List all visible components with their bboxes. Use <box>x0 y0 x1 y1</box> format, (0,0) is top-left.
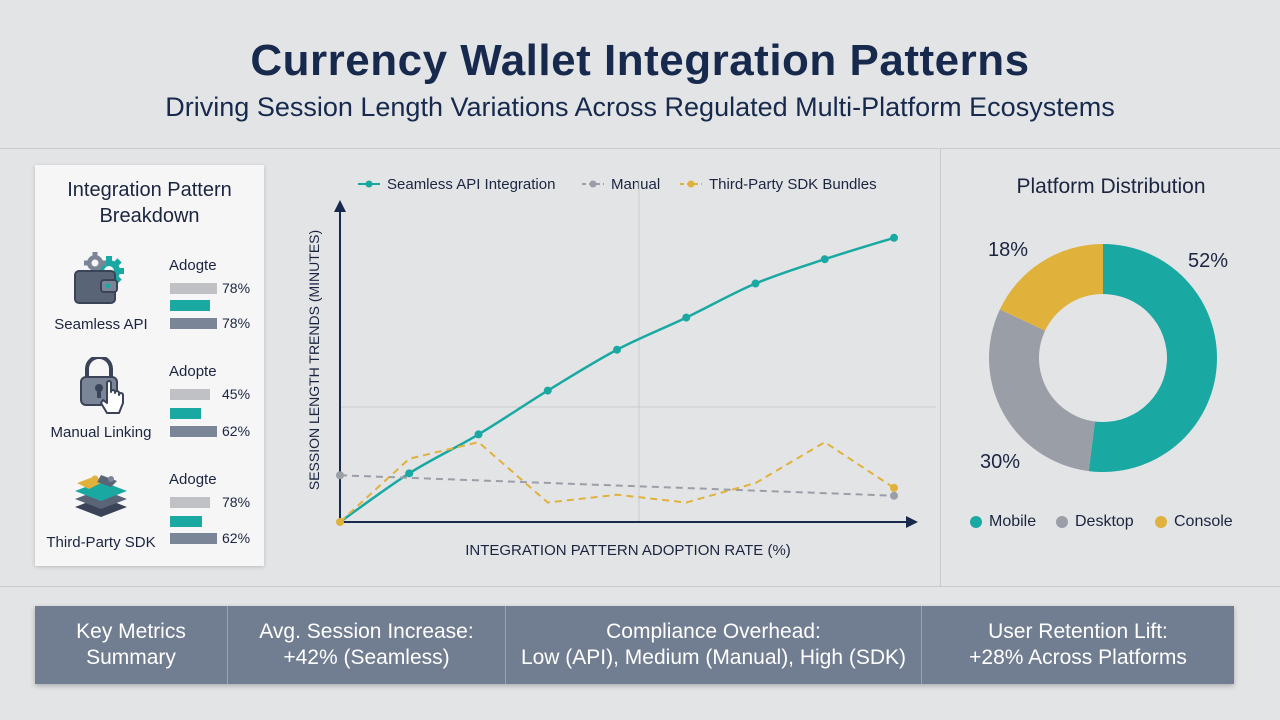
lock-hand-icon <box>80 357 124 414</box>
adoption-bar <box>170 318 217 329</box>
adoption-percent: 62% <box>222 423 251 439</box>
wallet-gear-icon <box>74 252 124 304</box>
y-axis-arrow <box>334 200 346 212</box>
legend-label: Seamless API Integration <box>387 176 555 193</box>
adoption-label: Adopte <box>169 363 217 380</box>
page-title: Currency Wallet Integration Patterns <box>250 36 1030 85</box>
legend-console: Console <box>1155 513 1233 531</box>
legend-swatch <box>1056 516 1068 528</box>
pattern-breakdown-card: Integration Pattern Breakdown Sea <box>35 165 264 566</box>
data-point <box>336 518 344 526</box>
pattern-third-party-sdk: Third-Party SDK Adogte 78% 62% <box>35 467 264 567</box>
pattern-label: Manual Linking <box>50 424 152 441</box>
legend-mobile: Mobile <box>970 513 1036 531</box>
y-axis-label: SESSION LENGTH TRENDS (MINUTES) <box>306 230 322 490</box>
data-point <box>543 386 552 395</box>
slice-label-console: 18% <box>988 239 1029 261</box>
adoption-label: Adogte <box>169 257 217 274</box>
data-point <box>336 471 344 480</box>
legend-swatch <box>1155 516 1167 528</box>
platform-distribution-donut <box>989 244 1217 472</box>
pattern-manual-linking: Manual Linking Adopte 45% 62% <box>35 357 264 457</box>
donut-slice-mobile <box>1088 244 1217 472</box>
adoption-bar <box>170 408 201 419</box>
slice-label-desktop: 30% <box>980 451 1021 473</box>
chart-legend: Seamless API Integration Manual Third-Part… <box>358 176 877 193</box>
adoption-bar <box>170 300 210 311</box>
donut-slice-desktop <box>989 309 1095 472</box>
adoption-percent: 78% <box>222 315 251 331</box>
divider-bottom <box>0 586 1280 587</box>
x-axis-arrow <box>906 516 918 528</box>
puzzle-layers-icon <box>75 475 127 517</box>
data-point <box>405 469 414 478</box>
donut-title: Platform Distribution <box>1016 175 1206 198</box>
pattern-seamless-api: Seamless API Adogte 78% 78% <box>35 249 264 349</box>
pattern-label: Seamless API <box>54 316 148 333</box>
donut-slice-console <box>999 244 1103 331</box>
adoption-bar <box>170 497 210 508</box>
legend-marker <box>365 180 373 188</box>
data-point <box>613 345 621 354</box>
series-line-2 <box>339 441 895 523</box>
session-increase-cell: Avg. Session Increase: +42% (Seamless) <box>227 606 505 684</box>
data-point <box>751 279 760 288</box>
page-subtitle: Driving Session Length Variations Across… <box>165 92 1115 122</box>
data-point <box>474 430 483 439</box>
adoption-bar <box>170 516 202 527</box>
data-point <box>682 313 691 322</box>
adoption-bar <box>170 283 217 294</box>
legend-desktop: Desktop <box>1056 513 1134 531</box>
data-point <box>820 255 829 264</box>
divider-top <box>0 148 1280 149</box>
adoption-bar <box>170 533 217 544</box>
adoption-percent: 78% <box>222 280 251 296</box>
adoption-percent: 78% <box>222 494 251 510</box>
pattern-label: Third-Party SDK <box>46 534 156 551</box>
key-metrics-bar: Key Metrics Summary Avg. Session Increas… <box>35 606 1234 684</box>
legend-marker <box>687 180 695 188</box>
compliance-overhead-cell: Compliance Overhead: Low (API), Medium (… <box>505 606 921 684</box>
slice-label-mobile: 52% <box>1188 250 1229 272</box>
adoption-percent: 62% <box>222 530 251 546</box>
series-line-0 <box>339 236 895 524</box>
retention-lift-cell: User Retention Lift: +28% Across Platfor… <box>921 606 1234 684</box>
breakdown-title: Integration Pattern Breakdown <box>67 179 232 227</box>
divider-vertical <box>940 148 941 586</box>
data-point <box>890 483 898 492</box>
legend-swatch <box>970 516 982 528</box>
adoption-bar <box>170 426 217 437</box>
legend-marker <box>589 180 597 188</box>
data-point <box>890 233 898 242</box>
legend-label: Manual <box>611 176 660 193</box>
adoption-percent: 45% <box>222 386 251 402</box>
x-axis-label: INTEGRATION PATTERN ADOPTION RATE (%) <box>465 542 791 559</box>
chart-series <box>336 233 898 526</box>
data-point <box>890 491 898 500</box>
legend-label: Third-Party SDK Bundles <box>709 176 877 193</box>
adoption-label: Adogte <box>169 471 217 488</box>
adoption-bar <box>170 389 210 400</box>
series-line-1 <box>339 474 895 497</box>
session-length-line-chart: Seamless API Integration Manual Third-Part… <box>306 176 936 559</box>
metrics-summary-cell: Key Metrics Summary <box>76 620 186 669</box>
